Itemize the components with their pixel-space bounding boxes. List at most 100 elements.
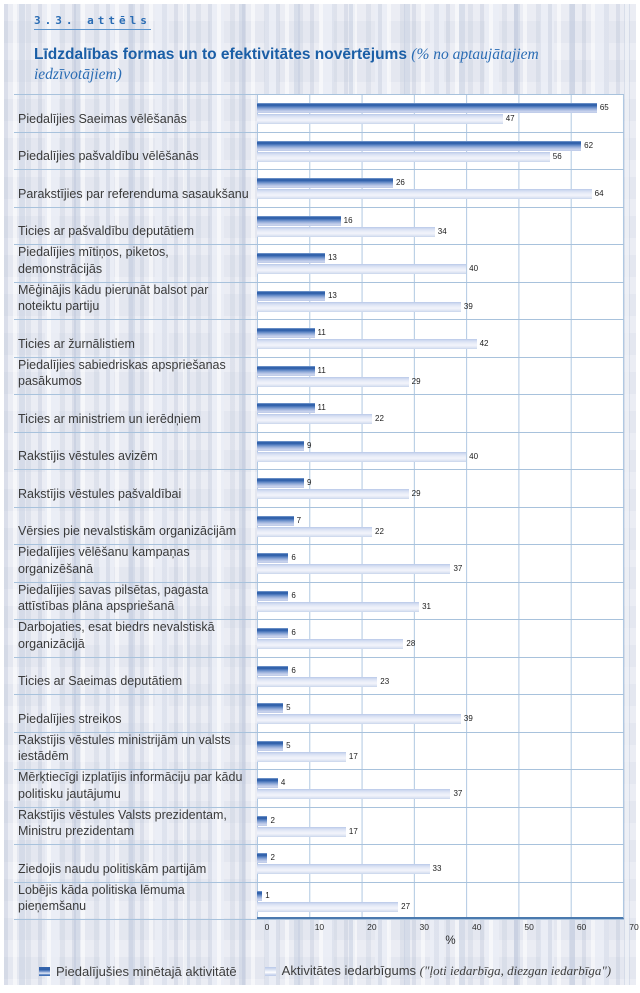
bar-line: 9: [257, 478, 623, 489]
category-label: Darbojaties, esat biedrs nevalstiskā org…: [18, 620, 215, 651]
bar-value-label: 40: [469, 264, 479, 274]
category-label: Piedalījies mītiņos, piketos, demonstrāc…: [18, 245, 169, 276]
bar-line: 62: [257, 140, 623, 151]
chart-rows: Piedalījies Saeimas vēlēšanās 65 47 Piedalī…: [14, 95, 624, 921]
bar-line: 29: [257, 489, 623, 500]
row-plot-area: 26 64: [257, 170, 624, 207]
bar-line: 6: [257, 665, 623, 676]
chart-row: Rakstījis vēstules Valsts prezidentam, M…: [14, 807, 624, 846]
bar-line: 65: [257, 103, 623, 114]
bar-value-label: 42: [479, 339, 489, 349]
bar-participation: [257, 178, 393, 189]
bar-line: 5: [257, 703, 623, 714]
bar-line: 64: [257, 189, 623, 200]
x-axis-tick: 40: [471, 922, 482, 933]
bar-effectiveness: [257, 714, 461, 725]
row-plot-area: 4 37: [257, 770, 624, 807]
bar-line: 23: [257, 676, 623, 687]
legend-item-participation: Piedalījušies minētajā aktivitātē: [39, 964, 237, 979]
chart-row: Ticies ar ministriem un ierēdņiem 11 22: [14, 395, 624, 433]
bar-value-label: 9: [307, 440, 312, 450]
bar-line: 2: [257, 815, 623, 826]
bar-line: 6: [257, 590, 623, 601]
bar-value-label: 37: [453, 564, 463, 574]
bar-line: 31: [257, 601, 623, 612]
chart-row: Lobējis kāda politiska lēmuma pieņemšanu…: [14, 882, 624, 921]
bar-value-label: 5: [286, 740, 291, 750]
chart-row: Mērķtiecīgi izplatījis informāciju par k…: [14, 770, 624, 808]
category-label: Rakstījis vēstules ministrijām un valsts…: [18, 732, 231, 764]
bar-effectiveness: [257, 564, 451, 575]
x-axis-tick: 50: [524, 922, 534, 933]
bar-value-label: 13: [327, 253, 337, 263]
bar-line: 40: [257, 264, 623, 275]
chart-row: Rakstījis vēstules avizēm 9 40: [14, 432, 624, 471]
bar-effectiveness: [257, 451, 467, 462]
bar-value-label: 40: [469, 451, 479, 461]
bar-effectiveness: [257, 414, 373, 425]
chart-row: Ticies ar žurnālistiem 11 42: [14, 320, 624, 358]
chart-row: Ziedojis naudu politiskām partijām 2 33: [14, 845, 624, 883]
bar-value-label: 6: [291, 628, 296, 638]
bar-chart: Piedalījies Saeimas vēlēšanās 65 47 Piedalī…: [14, 94, 639, 947]
bar-value-label: 27: [401, 901, 411, 911]
chart-row: Vērsies pie nevalstiskām organizācijām 7 2…: [14, 507, 624, 546]
bar-effectiveness: [257, 526, 373, 537]
bar-line: 4: [257, 778, 623, 789]
category-label: Piedalījies savas pilsētas, pagasta attī…: [18, 582, 209, 614]
category-label: Rakstījis vēstules pašvaldībai: [18, 486, 182, 501]
bar-line: 47: [257, 114, 623, 125]
bar-value-label: 39: [463, 714, 473, 724]
bar-participation: [257, 778, 278, 789]
chart-row: Rakstījis vēstules pašvaldībai 9 29: [14, 470, 624, 508]
bar-line: 17: [257, 826, 623, 837]
bar-value-label: 62: [584, 140, 594, 150]
bar-line: 26: [257, 178, 623, 189]
chart-row: Piedalījies Saeimas vēlēšanās 65 47: [14, 95, 624, 133]
bar-line: 16: [257, 215, 623, 226]
chart-row: Rakstījis vēstules ministrijām un valsts…: [14, 732, 624, 771]
bar-line: 11: [257, 328, 623, 339]
x-axis-tick: 20: [367, 922, 377, 933]
row-plot-area: 6 23: [257, 657, 624, 695]
x-axis-ticks: 0 10 20 30 40 50 60 70: [265, 920, 639, 933]
category-label: Piedalījies pašvaldību vēlēšanās: [18, 149, 199, 164]
bar-line: 39: [257, 714, 623, 725]
bar-value-label: 6: [291, 665, 296, 675]
category-label: Ticies ar ministriem un ierēdņiem: [18, 411, 201, 426]
bar-participation: [257, 590, 289, 601]
bar-value-label: 2: [270, 815, 275, 825]
chart-row: Darbojaties, esat biedrs nevalstiskā org…: [14, 620, 624, 658]
category-label: Mēģinājis kādu pierunāt balsot par notei…: [18, 282, 209, 314]
bar-participation: [257, 328, 315, 339]
bar-line: 1: [257, 890, 623, 901]
bar-value-label: 64: [594, 189, 604, 199]
category-label: Ticies ar pašvaldību deputātiem: [18, 224, 195, 239]
bar-value-label: 37: [453, 789, 463, 799]
bar-line: 29: [257, 376, 623, 387]
bar-participation: [257, 478, 305, 489]
bar-participation: [257, 253, 325, 264]
chart-title-subtitle: (% no aptaujātajiem iedzīvotājiem): [34, 46, 539, 84]
report-page: 3.3. attēls Līdzdalības formas un to efe…: [4, 4, 639, 985]
row-plot-area: 6 28: [257, 620, 624, 657]
bar-participation: [257, 290, 325, 301]
bar-effectiveness: [257, 901, 399, 912]
chart-row: Piedalījies streikos 5 39: [14, 695, 624, 733]
row-plot-area: 2 33: [257, 845, 624, 882]
x-axis-unit-label: %: [445, 935, 456, 948]
bar-value-label: 65: [599, 103, 609, 113]
bar-value-label: 47: [505, 114, 515, 124]
category-label: Rakstījis vēstules avizēm: [18, 449, 158, 464]
bar-participation: [257, 553, 289, 564]
bar-participation: [257, 103, 597, 114]
bar-value-label: 11: [317, 403, 326, 413]
bar-participation: [257, 628, 289, 639]
chart-title-bold: Līdzdalības formas un to efektivitātes n…: [34, 46, 407, 63]
bar-value-label: 23: [380, 676, 390, 686]
bar-line: 5: [257, 740, 623, 751]
bar-value-label: 2: [270, 853, 275, 863]
bar-value-label: 56: [552, 151, 562, 161]
row-plot-area: 11 22: [257, 395, 624, 432]
bar-effectiveness: [257, 376, 409, 387]
